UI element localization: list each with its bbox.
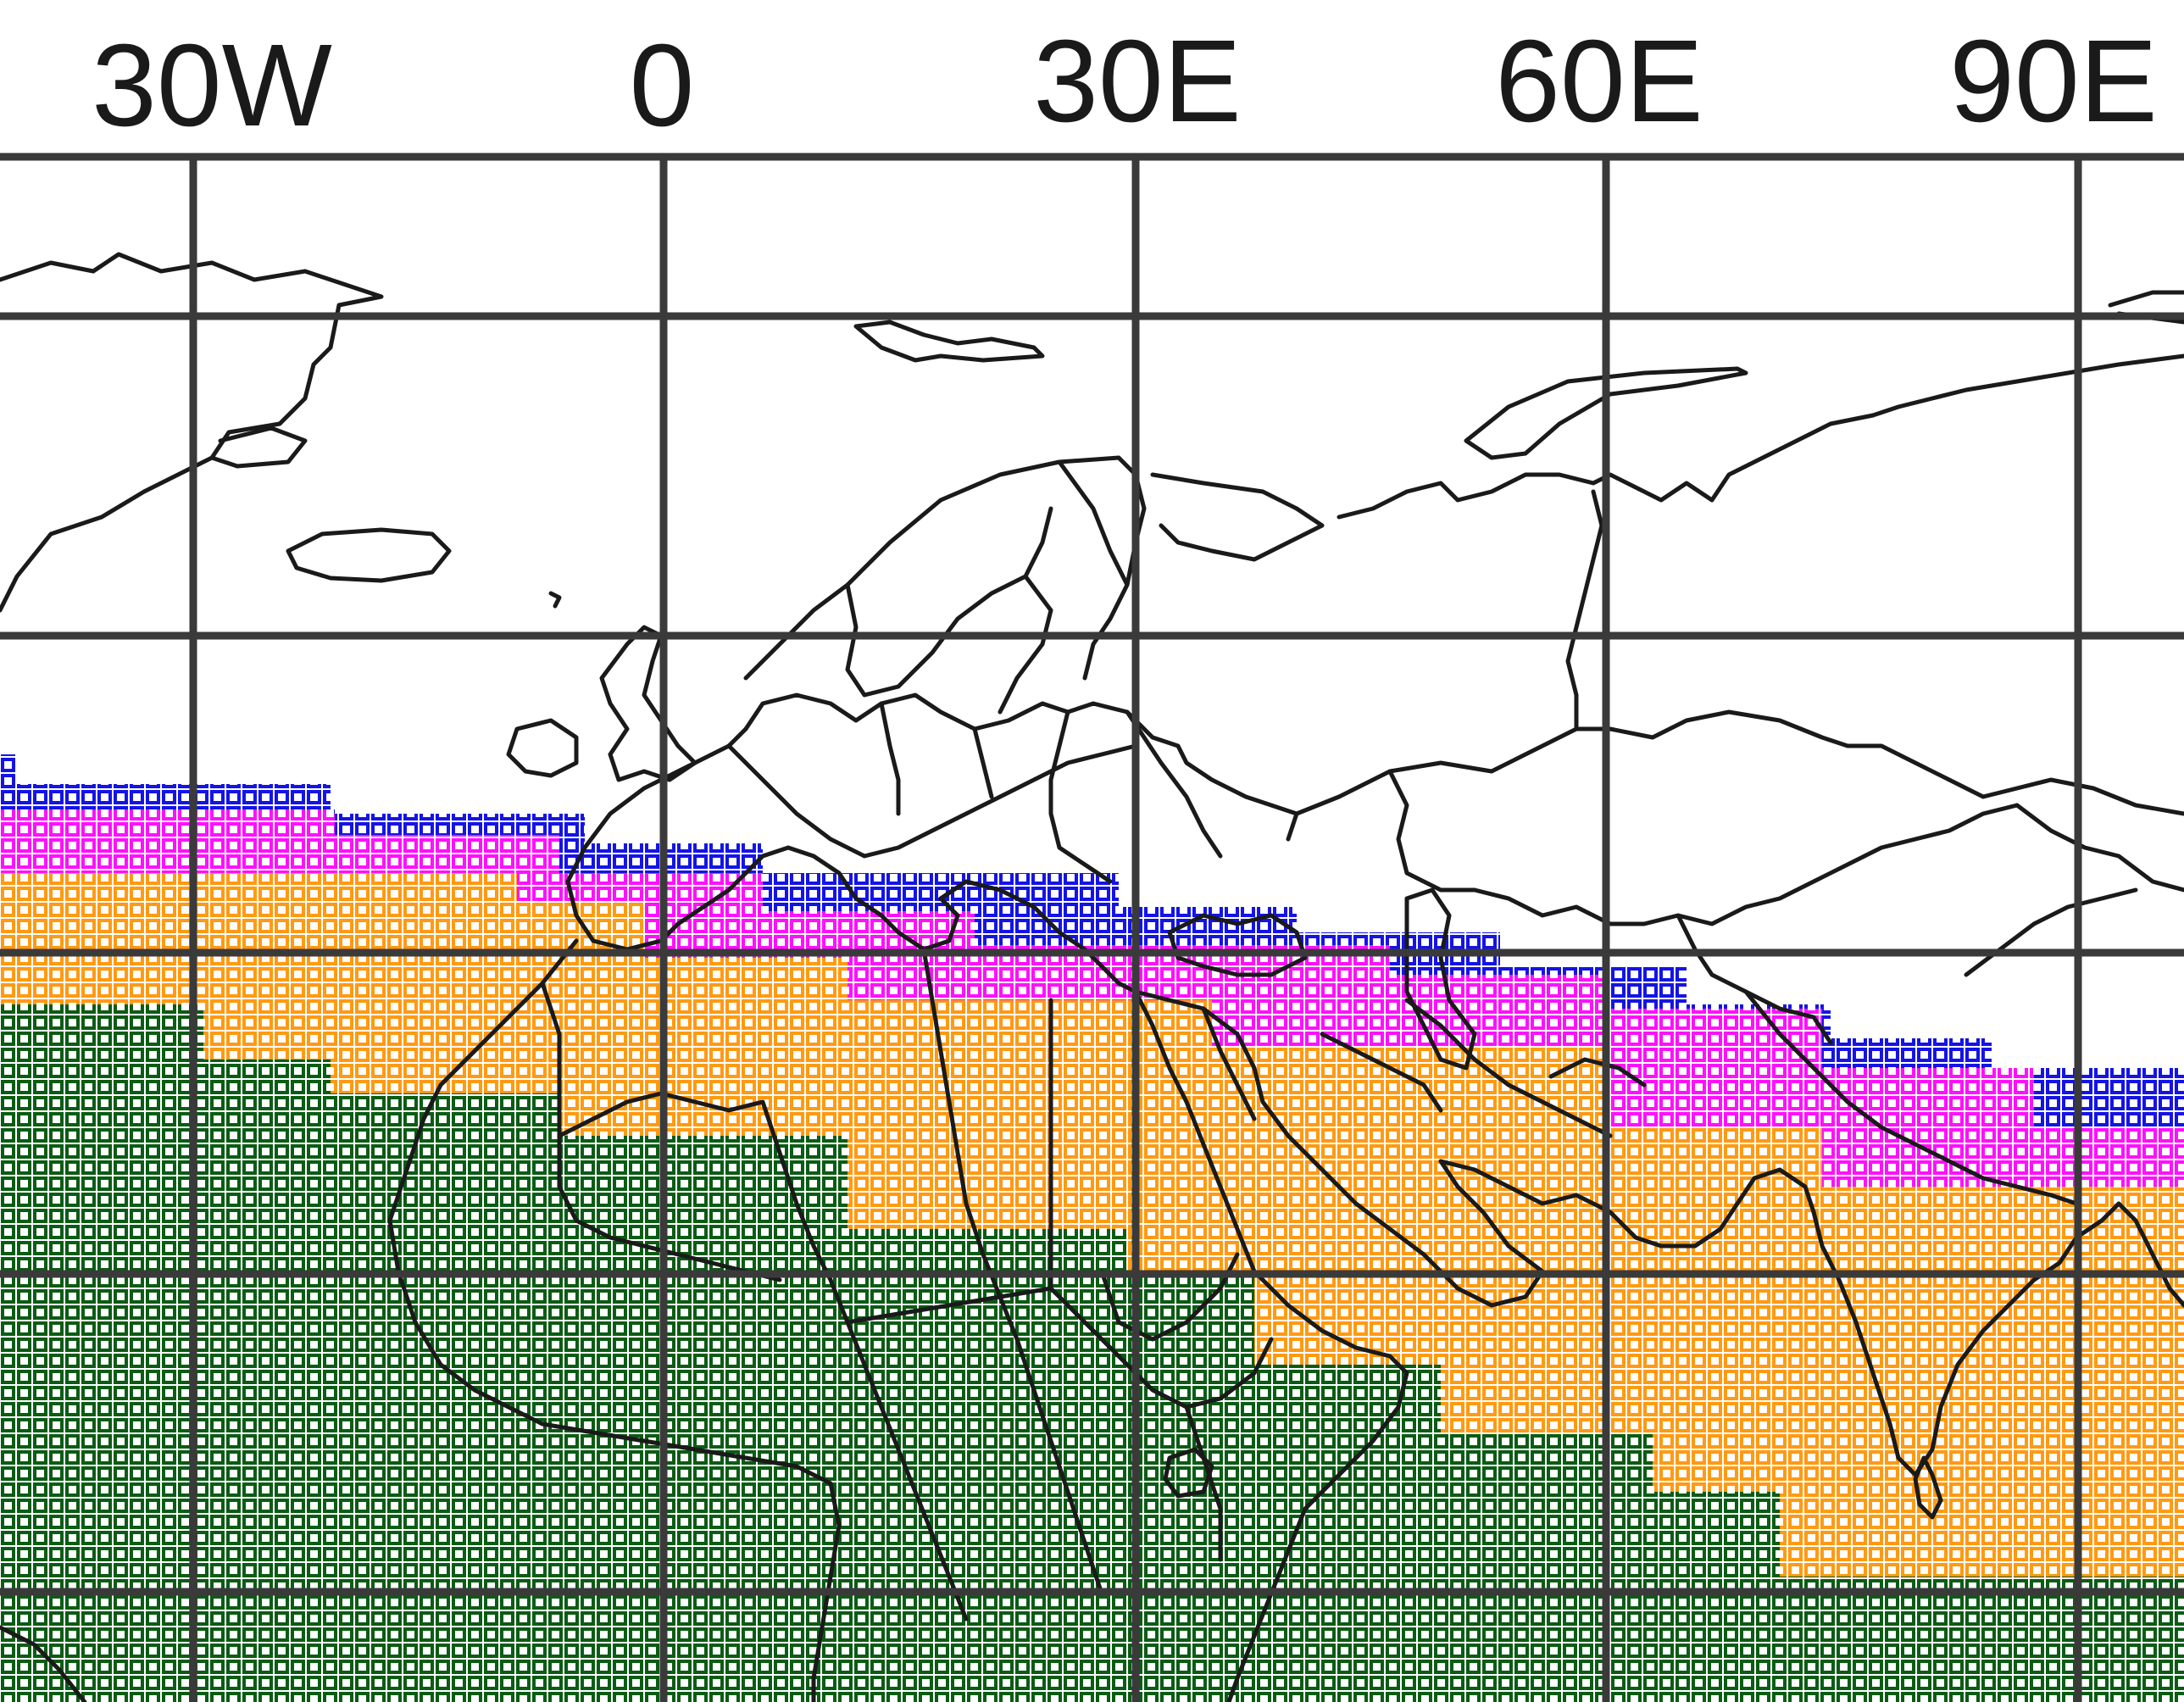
- lon-label-30e: 30E: [1033, 16, 1242, 147]
- border-asia: [1294, 489, 2184, 1045]
- zone-orange: [0, 873, 2184, 1577]
- coastline-caspian: [1404, 887, 1477, 1071]
- coastline-greenland: [0, 252, 384, 613]
- zone-blue: [0, 754, 2184, 1127]
- border-scandinavia: [845, 459, 1130, 715]
- lon-label-0: 0: [630, 20, 695, 151]
- coastline-africa: [387, 938, 1409, 1702]
- coastline-novaya-zemlya: [1464, 366, 1748, 460]
- lon-label-30w: 30W: [92, 20, 332, 151]
- coastline-black-sea: [1167, 913, 1308, 977]
- coastline-iceland: [286, 527, 452, 583]
- coastline-sw-fragment: [0, 1625, 87, 1702]
- coastline-europe: [565, 692, 1299, 994]
- coastline-middle-east: [1133, 989, 1816, 1308]
- zone-layer: [0, 754, 2184, 1702]
- coastline-ireland: [506, 718, 579, 778]
- lon-label-90e: 90E: [1949, 16, 2158, 147]
- zone-magenta: [0, 809, 2184, 1187]
- coastline-india: [1811, 1201, 2184, 1477]
- border-middle-east: [1201, 998, 1647, 1138]
- border-europe-interior: [726, 701, 1223, 884]
- coastline-scandinavia: [743, 353, 2184, 681]
- zone-green: [0, 1004, 2184, 1702]
- coastline-greenland-inlet: [209, 426, 308, 469]
- border-india-north: [1743, 989, 2079, 1206]
- lon-label-60e: 60E: [1495, 16, 1703, 147]
- coastline-faroes: [548, 591, 562, 609]
- coastline-sri-lanka: [1913, 1455, 1943, 1520]
- graticule-layer: [0, 153, 2184, 1702]
- longitude-labels: 30W 0 30E 60E 90E: [92, 16, 2158, 151]
- lake-africa: [1163, 1447, 1214, 1499]
- coastline-svalbard: [853, 320, 1045, 363]
